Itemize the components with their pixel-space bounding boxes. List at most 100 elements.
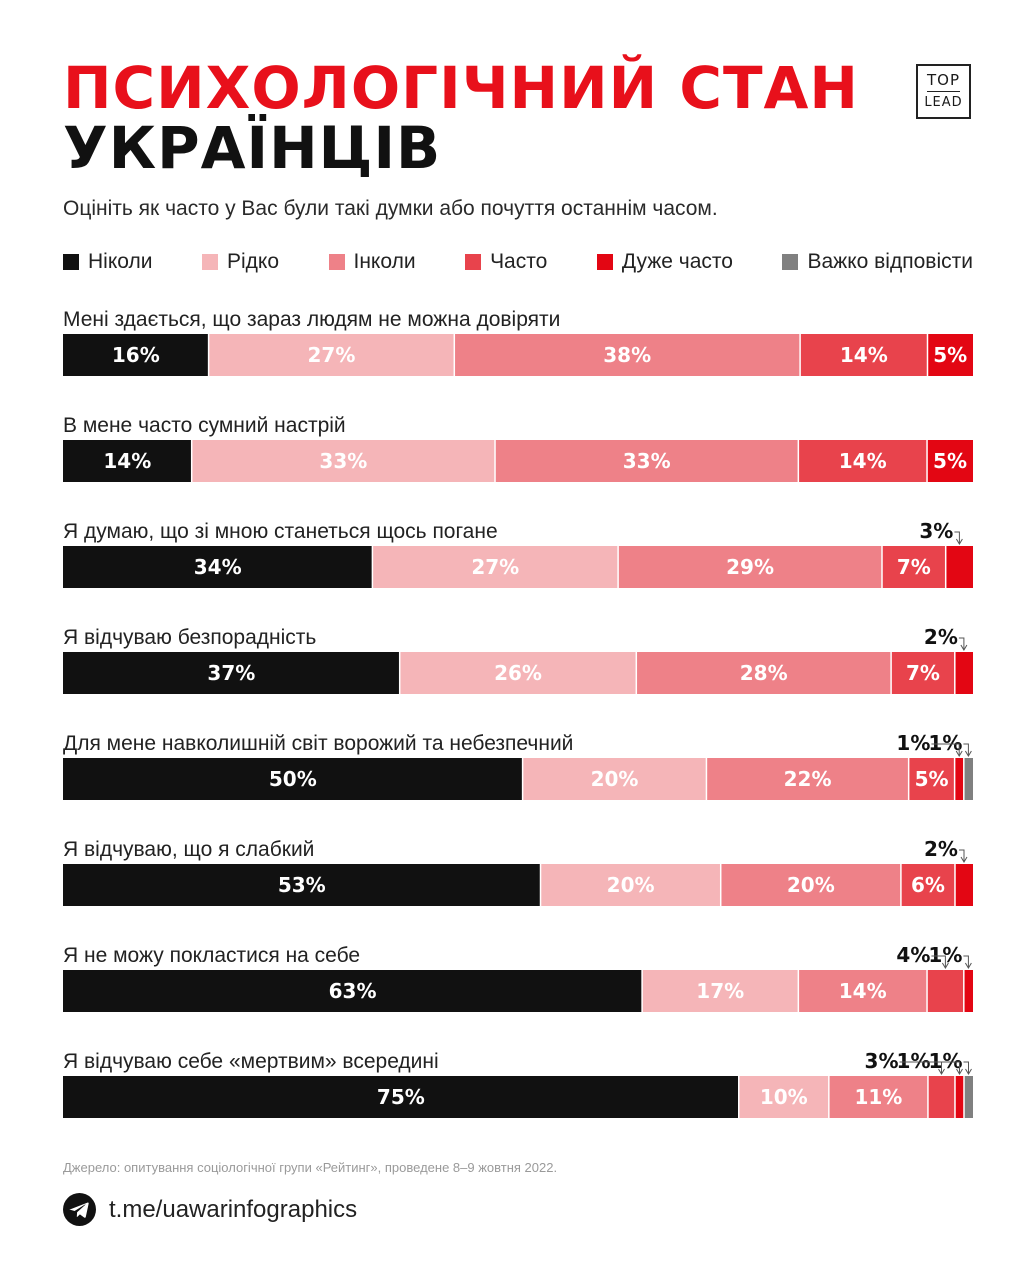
- legend-swatch-sometimes: [328, 254, 345, 270]
- legend-item-very-often: Дуже часто: [596, 250, 733, 274]
- row-label: Мені здається, що зараз людям не можна д…: [63, 308, 560, 331]
- footer: t.me/uawarinfographics: [63, 1193, 357, 1226]
- data-label-never: 63%: [329, 979, 377, 1003]
- bar-segment-often: [900, 864, 955, 906]
- bar-segment-hard-to-say: [963, 1076, 973, 1118]
- bar-segment-sometimes: [798, 970, 928, 1012]
- data-label-sometimes: 20%: [787, 873, 835, 897]
- bar-segment-rarely: [372, 546, 619, 588]
- stacked-bar-chart: Мені здається, що зараз людям не можна д…: [63, 308, 973, 1118]
- data-label-hard-to-say: 1%: [928, 731, 962, 755]
- data-label-very-often: 2%: [924, 625, 958, 649]
- row-label: Я думаю, що зі мною станеться щось поган…: [63, 520, 498, 543]
- data-label-rarely: 20%: [607, 873, 655, 897]
- question-subtitle: Оцініть як часто у Вас були такі думки а…: [63, 197, 718, 220]
- data-label-rarely: 27%: [471, 555, 519, 579]
- bar-segment-sometimes: [495, 440, 799, 482]
- data-label-rarely: 33%: [319, 449, 367, 473]
- legend-swatch-hard-to-say: [782, 254, 799, 270]
- bar-segment-very-often: [954, 652, 973, 694]
- bar-segment-often: [891, 652, 955, 694]
- telegram-channel-link[interactable]: t.me/uawarinfographics: [109, 1195, 358, 1223]
- data-label-very-often: 5%: [933, 449, 967, 473]
- legend-swatch-often: [465, 254, 482, 270]
- leader-line: [958, 637, 965, 649]
- legend-item-hard-to-say: Важко відповісти: [782, 250, 973, 274]
- leader-line: [963, 955, 969, 967]
- legend-item-never: Ніколи: [63, 250, 152, 274]
- data-label-rarely: 10%: [760, 1085, 808, 1109]
- data-label-very-often: 1%: [896, 731, 930, 755]
- data-label-sometimes: 38%: [603, 343, 651, 367]
- leader-arrow: [965, 1068, 972, 1075]
- data-label-often: 3%: [865, 1049, 899, 1073]
- bar-segment-never: [63, 440, 192, 482]
- bar-segment-never: [63, 334, 209, 376]
- leader-line: [954, 531, 960, 543]
- leader-arrow: [941, 962, 949, 969]
- leader-line: [963, 1061, 969, 1073]
- leader-arrow: [938, 1068, 945, 1075]
- legend-label-often: Часто: [490, 250, 548, 273]
- legend: Ніколи Рідко Інколи Часто Дуже часто Важ…: [63, 250, 973, 274]
- legend-swatch-rarely: [201, 254, 218, 270]
- legend-label-never: Ніколи: [88, 250, 153, 273]
- leader-arrow: [964, 750, 972, 757]
- row-label: В мене часто сумний настрій: [63, 414, 346, 437]
- bar-segment-sometimes: [828, 1076, 928, 1118]
- source-note: Джерело: опитування соціологічної групи …: [63, 1160, 558, 1175]
- leader-arrow: [960, 856, 968, 863]
- legend-label-very-often: Дуже часто: [621, 250, 733, 273]
- bar-segment-often: [882, 546, 946, 588]
- top-lead-logo: TOP LEAD: [916, 64, 971, 119]
- bar-segment-sometimes: [454, 334, 801, 376]
- bar-segment-never: [63, 652, 400, 694]
- data-label-sometimes: 29%: [726, 555, 774, 579]
- leader-line: [899, 1061, 942, 1073]
- legend-item-sometimes: Інколи: [328, 250, 416, 274]
- bar-segment-hard-to-say: [963, 758, 973, 800]
- data-label-rarely: 20%: [591, 767, 639, 791]
- data-label-sometimes: 11%: [854, 1085, 902, 1109]
- data-label-rarely: 17%: [696, 979, 744, 1003]
- data-label-often: 14%: [839, 449, 887, 473]
- title-line-2: УКРАЇНЦІВ: [63, 114, 442, 182]
- data-label-never: 50%: [269, 767, 317, 791]
- legend-item-often: Часто: [465, 250, 547, 274]
- bar-segment-rarely: [522, 758, 707, 800]
- leader-arrow: [956, 1068, 963, 1075]
- bar-segment-never: [63, 1076, 739, 1118]
- bar-segment-often: [800, 334, 928, 376]
- leader-arrow: [964, 962, 972, 969]
- bar-segment-sometimes: [720, 864, 901, 906]
- data-label-never: 75%: [377, 1085, 425, 1109]
- row-label: Для мене навколишній світ ворожий та неб…: [63, 732, 573, 755]
- bar-segment-rarely: [191, 440, 496, 482]
- bar-segment-never: [63, 546, 373, 588]
- bar-segment-never: [63, 758, 523, 800]
- data-label-often: 7%: [897, 555, 931, 579]
- logo-top-text: TOP: [926, 71, 960, 89]
- legend-label-sometimes: Інколи: [353, 250, 416, 273]
- data-label-sometimes: 14%: [839, 979, 887, 1003]
- legend-label-hard-to-say: Важко відповісти: [807, 250, 973, 273]
- data-label-often: 5%: [915, 767, 949, 791]
- data-label-never: 34%: [194, 555, 242, 579]
- leader-line: [931, 743, 960, 755]
- legend-label-rarely: Рідко: [226, 250, 279, 273]
- legend-item-rarely: Рідко: [201, 250, 279, 274]
- data-label-very-often: 5%: [933, 343, 967, 367]
- bar-segment-rarely: [738, 1076, 829, 1118]
- bar-segment-never: [63, 864, 541, 906]
- data-label-often: 7%: [906, 661, 940, 685]
- bar-segment-often: [927, 1076, 955, 1118]
- data-label-very-often: 1%: [897, 1049, 931, 1073]
- bar-segment-sometimes: [618, 546, 882, 588]
- row-label: Я не можу покластися на себе: [63, 944, 360, 967]
- page-title: ПСИХОЛОГІЧНИЙ СТАН УКРАЇНЦІВ: [63, 58, 859, 178]
- data-label-sometimes: 33%: [623, 449, 671, 473]
- bar-segment-very-often: [954, 758, 964, 800]
- title-line-1: ПСИХОЛОГІЧНИЙ СТАН: [63, 54, 859, 122]
- bar-segment-often: [798, 440, 928, 482]
- data-label-rarely: 26%: [494, 661, 542, 685]
